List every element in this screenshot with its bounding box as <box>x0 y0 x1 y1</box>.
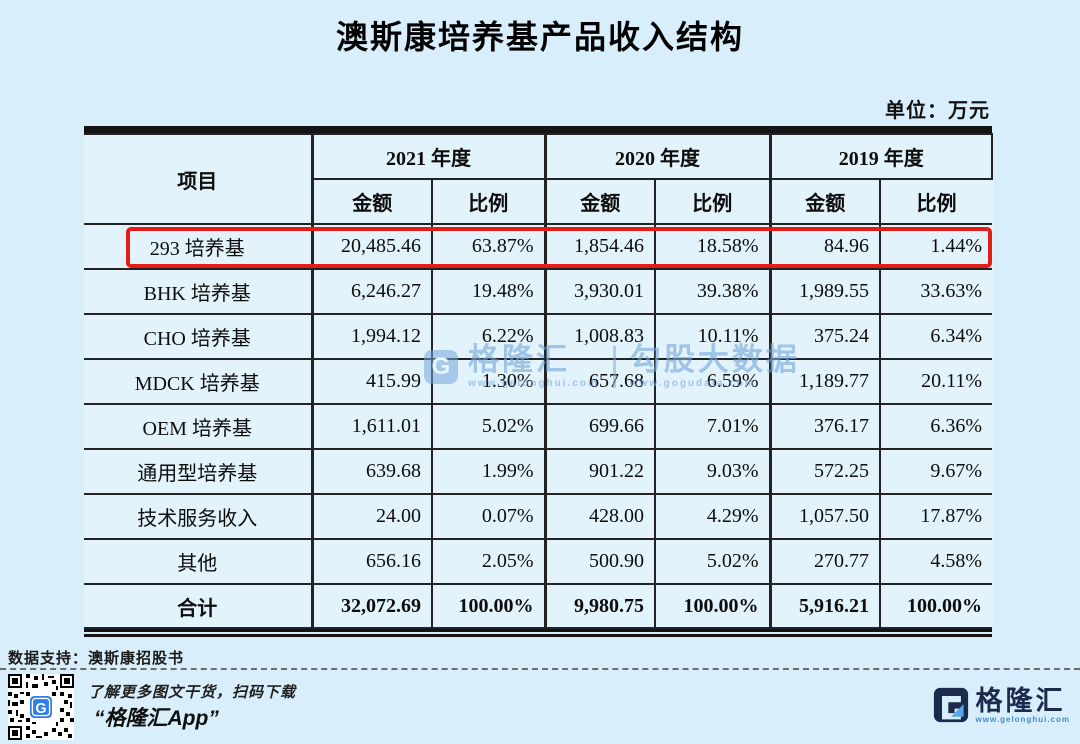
row-label: 技术服务收入 <box>84 493 313 540</box>
table-cell: 9,980.75 <box>543 583 656 629</box>
table-cell: 376.17 <box>768 403 881 450</box>
revenue-table: 项目 2021 年度 2020 年度 2019 年度 金额 比例 金额 比例 金… <box>84 133 993 629</box>
col-header-ratio-2019: 比例 <box>879 178 992 225</box>
unit-label: 单位：万元 <box>885 100 990 122</box>
row-label: 其他 <box>84 538 313 585</box>
table-cell: 1.44% <box>879 223 992 270</box>
app-name: “格隆汇App” <box>94 707 219 730</box>
table-cell: 19.48% <box>431 268 546 315</box>
footer-divider <box>0 668 1080 670</box>
col-header-year-2021: 2021 年度 <box>310 133 546 180</box>
table-cell: 84.96 <box>768 223 881 270</box>
brand-lockup: 格隆汇 www.gelonghui.com <box>933 687 1070 724</box>
table-cell: 699.66 <box>543 403 656 450</box>
table-cell: 5.02% <box>431 403 546 450</box>
table-cell: 6.59% <box>654 358 771 405</box>
table-cell: 5.02% <box>654 538 771 585</box>
table-cell: 100.00% <box>879 583 992 629</box>
table-cell: 1,994.12 <box>310 313 433 360</box>
table-cell: 2.05% <box>431 538 546 585</box>
data-source-label: 数据支持：澳斯康招股书 <box>8 650 185 667</box>
table-body: 293 培养基 20,485.46 63.87% 1,854.46 18.58% 84.9… <box>84 223 992 629</box>
col-header-year-2020: 2020 年度 <box>543 133 771 180</box>
table-cell: 9.67% <box>879 448 992 495</box>
table-cell: 500.90 <box>543 538 656 585</box>
row-label: 293 培养基 <box>84 223 313 270</box>
table-cell: 1,057.50 <box>768 493 881 540</box>
table-cell: 7.01% <box>654 403 771 450</box>
table-cell: 1.30% <box>431 358 546 405</box>
svg-text:G: G <box>35 701 46 717</box>
table-cell: 33.63% <box>879 268 992 315</box>
table-cell: 415.99 <box>310 358 433 405</box>
table-cell: 639.68 <box>310 448 433 495</box>
gelonghui-g-logo-icon <box>933 687 968 723</box>
table-cell: 270.77 <box>768 538 881 585</box>
table-row: 技术服务收入 24.00 0.07% 428.00 4.29% 1,057.50 17.87… <box>84 493 992 540</box>
table-cell: 1,008.83 <box>543 313 656 360</box>
table-cell: 63.87% <box>431 223 546 270</box>
brand-url: www.gelonghui.com <box>975 715 1070 725</box>
table-cell: 0.07% <box>431 493 546 540</box>
table-cell: 1.99% <box>431 448 546 495</box>
table-row: CHO 培养基 1,994.12 6.22% 1,008.83 10.11% 375.24… <box>84 313 992 360</box>
page-title: 澳斯康培养基产品收入结构 <box>335 19 744 55</box>
row-label: 合计 <box>84 583 313 629</box>
table-cell: 24.00 <box>310 493 433 540</box>
qr-caption: 了解更多图文干货，扫码下载 <box>88 684 297 701</box>
row-label: CHO 培养基 <box>84 313 313 360</box>
table-cell: 18.58% <box>654 223 771 270</box>
table-cell: 100.00% <box>431 583 546 629</box>
col-header-amount-2021: 金额 <box>310 178 433 225</box>
row-label: MDCK 培养基 <box>84 358 313 405</box>
table-cell: 6,246.27 <box>310 268 433 315</box>
table-row: 合计 32,072.69 100.00% 9,980.75 100.00% 5,916.2… <box>84 583 992 629</box>
table-row: OEM 培养基 1,611.01 5.02% 699.66 7.01% 376.17 6.3… <box>84 403 992 450</box>
table-cell: 1,189.77 <box>768 358 881 405</box>
row-label: BHK 培养基 <box>84 268 313 315</box>
col-header-amount-2020: 金额 <box>543 178 656 225</box>
table-row: MDCK 培养基 415.99 1.30% 657.68 6.59% 1,189.77 20… <box>84 358 992 405</box>
table-cell: 10.11% <box>654 313 771 360</box>
col-header-year-2019: 2019 年度 <box>768 133 993 180</box>
table-cell: 428.00 <box>543 493 656 540</box>
brand-name: 格隆汇 <box>975 686 1066 716</box>
table-cell: 20.11% <box>879 358 992 405</box>
table-cell: 3,930.01 <box>543 268 656 315</box>
table-cell: 1,854.46 <box>543 223 656 270</box>
col-header-ratio-2020: 比例 <box>654 178 771 225</box>
table-cell: 1,611.01 <box>310 403 433 450</box>
col-header-amount-2019: 金额 <box>768 178 881 225</box>
table-row: BHK 培养基 6,246.27 19.48% 3,930.01 39.38% 1,989… <box>84 268 992 315</box>
table-row: 通用型培养基 639.68 1.99% 901.22 9.03% 572.25 9.67% <box>84 448 992 495</box>
qr-code-icon: G <box>8 674 74 740</box>
table-row: 293 培养基 20,485.46 63.87% 1,854.46 18.58% 84.9… <box>84 223 992 270</box>
table-cell: 4.58% <box>879 538 992 585</box>
table-cell: 657.68 <box>543 358 656 405</box>
table-cell: 100.00% <box>654 583 771 629</box>
table-cell: 5,916.21 <box>768 583 881 629</box>
col-header-item: 项目 <box>84 133 313 225</box>
table-cell: 39.38% <box>654 268 771 315</box>
col-header-ratio-2021: 比例 <box>431 178 546 225</box>
row-label: OEM 培养基 <box>84 403 313 450</box>
table-cell: 4.29% <box>654 493 771 540</box>
table-row: 其他 656.16 2.05% 500.90 5.02% 270.77 4.58% <box>84 538 992 585</box>
table-cell: 572.25 <box>768 448 881 495</box>
table-cell: 901.22 <box>543 448 656 495</box>
table-cell: 17.87% <box>879 493 992 540</box>
table-cell: 32,072.69 <box>310 583 433 629</box>
table-cell: 656.16 <box>310 538 433 585</box>
table-cell: 1,989.55 <box>768 268 881 315</box>
table-cell: 375.24 <box>768 313 881 360</box>
table-cell: 6.22% <box>431 313 546 360</box>
table-cell: 6.34% <box>879 313 992 360</box>
revenue-table-wrap: 项目 2021 年度 2020 年度 2019 年度 金额 比例 金额 比例 金… <box>84 126 993 637</box>
table-cell: 6.36% <box>879 403 992 450</box>
table-cell: 9.03% <box>654 448 771 495</box>
row-label: 通用型培养基 <box>84 448 313 495</box>
table-cell: 20,485.46 <box>310 223 433 270</box>
